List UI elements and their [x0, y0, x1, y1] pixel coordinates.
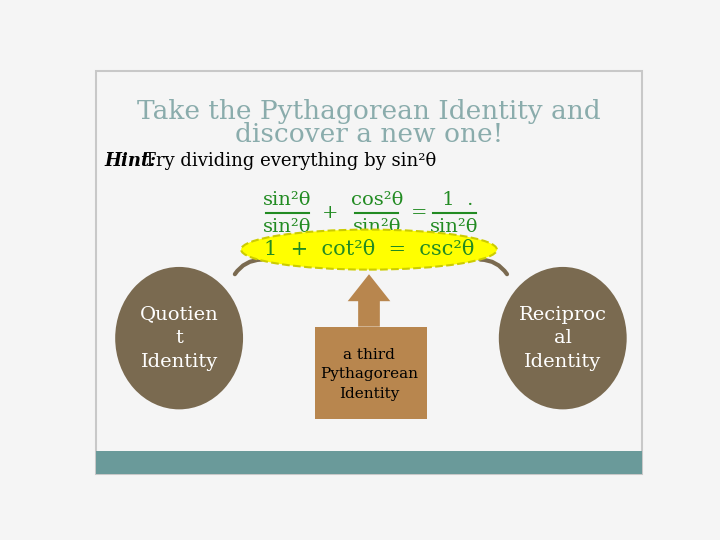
- Text: Hint:: Hint:: [104, 152, 156, 170]
- FancyArrowPatch shape: [235, 260, 261, 274]
- Text: =: =: [411, 205, 428, 222]
- Text: +: +: [322, 205, 338, 222]
- Bar: [315, 327, 427, 419]
- Ellipse shape: [499, 267, 626, 409]
- FancyArrowPatch shape: [480, 260, 507, 274]
- Text: Quotien
t
Identity: Quotien t Identity: [140, 306, 218, 371]
- Text: sin²θ: sin²θ: [353, 218, 401, 235]
- Text: Try dividing everything by sin²θ: Try dividing everything by sin²θ: [144, 152, 436, 170]
- Text: Take the Pythagorean Identity and: Take the Pythagorean Identity and: [138, 98, 600, 124]
- Text: a third
Pythagorean
Identity: a third Pythagorean Identity: [320, 348, 418, 401]
- Text: sin²θ: sin²θ: [264, 191, 312, 208]
- Ellipse shape: [241, 230, 497, 269]
- FancyArrow shape: [348, 274, 390, 327]
- Text: 1  +  cot²θ  =  csc²θ: 1 + cot²θ = csc²θ: [264, 240, 474, 259]
- Text: sin²θ: sin²θ: [264, 218, 312, 235]
- Bar: [96, 451, 642, 475]
- Text: discover a new one!: discover a new one!: [235, 122, 503, 146]
- Ellipse shape: [115, 267, 243, 409]
- Text: Reciproc
al
Identity: Reciproc al Identity: [518, 306, 607, 371]
- Text: 1  .: 1 .: [436, 191, 473, 208]
- Text: sin²θ: sin²θ: [430, 218, 479, 235]
- Text: cos²θ: cos²θ: [351, 191, 403, 208]
